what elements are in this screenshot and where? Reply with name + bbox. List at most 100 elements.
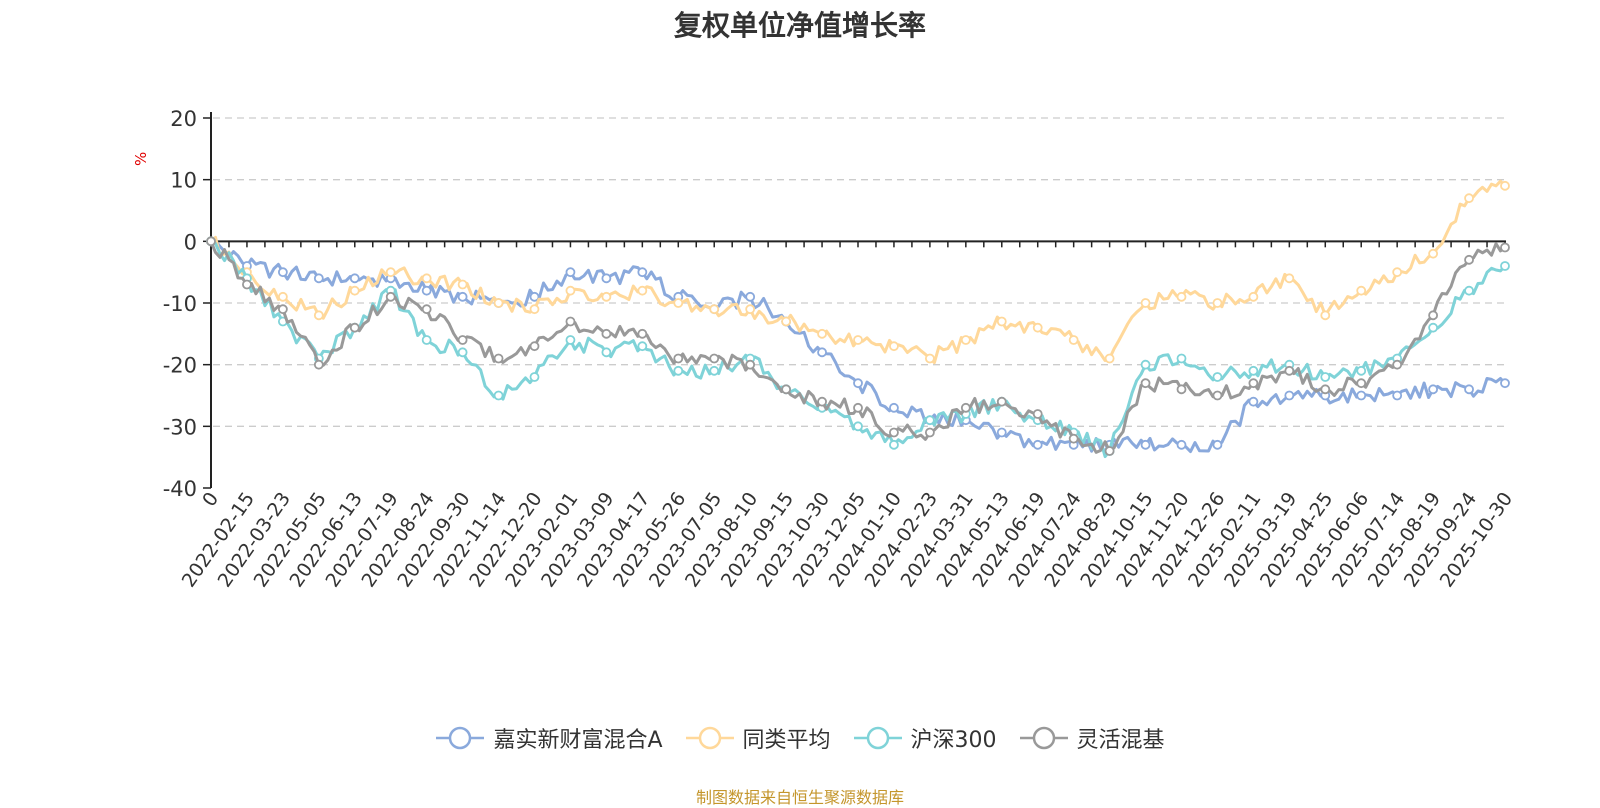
data-point [1212, 372, 1223, 382]
data-point [1428, 322, 1439, 333]
data-point [745, 304, 756, 315]
data-point [1284, 365, 1295, 376]
data-point [1068, 335, 1079, 345]
data-point [1212, 390, 1223, 401]
data-point [1176, 353, 1187, 364]
data-point [1500, 261, 1510, 271]
data-point [529, 341, 540, 352]
data-point [1284, 390, 1295, 401]
data-point [960, 335, 971, 345]
data-point [1140, 439, 1151, 450]
data-point [242, 279, 252, 290]
data-point [709, 304, 720, 315]
data-point [637, 285, 648, 296]
data-point [313, 273, 324, 284]
data-point [349, 285, 360, 296]
data-point [1176, 291, 1187, 302]
legend-item[interactable]: 同类平均 [685, 722, 831, 754]
data-point [1104, 353, 1115, 364]
data-point [1320, 310, 1331, 321]
y-tick-label: 20 [170, 107, 197, 131]
data-point [1176, 384, 1187, 395]
data-point [745, 359, 756, 370]
data-point [1320, 372, 1331, 382]
data-point [277, 291, 288, 302]
legend-label: 同类平均 [742, 728, 831, 753]
data-point [1356, 378, 1367, 389]
data-point [781, 316, 792, 327]
data-point [385, 291, 396, 302]
data-point [1500, 378, 1510, 389]
data-point [457, 335, 468, 345]
legend-marker-icon [853, 726, 902, 750]
data-point [817, 328, 827, 339]
legend-item[interactable]: 嘉实新财富混合A [435, 722, 663, 754]
data-point [889, 439, 899, 450]
legend-marker-icon [1019, 726, 1068, 750]
data-point [889, 402, 899, 413]
data-point [1032, 439, 1043, 450]
data-point [1248, 291, 1259, 302]
data-point [601, 291, 612, 302]
data-point [1356, 285, 1367, 296]
data-point [565, 267, 576, 278]
data-point [1392, 267, 1403, 278]
legend: 嘉实新财富混合A 同类平均 沪深300 灵活混基 [0, 722, 1600, 754]
x-tick-label: 0 [198, 488, 223, 511]
data-point [889, 341, 899, 352]
data-point [565, 335, 576, 345]
data-point [601, 347, 612, 358]
data-point [421, 304, 432, 315]
data-point [529, 304, 540, 315]
data-point [709, 365, 720, 376]
y-tick-label: -20 [163, 354, 197, 378]
data-point [996, 396, 1007, 407]
data-point [1248, 396, 1259, 407]
data-point [421, 285, 432, 296]
data-point [637, 341, 648, 352]
data-point [1356, 390, 1367, 401]
y-tick-label: -40 [163, 477, 197, 501]
data-point [1248, 365, 1259, 376]
data-point [1284, 273, 1295, 284]
data-point [1320, 384, 1331, 395]
source-note: 制图数据来自恒生聚源数据库 [695, 788, 904, 807]
data-point [996, 316, 1007, 327]
data-point [565, 285, 576, 296]
data-point [601, 273, 612, 284]
y-tick-label: -10 [163, 292, 197, 316]
data-point [565, 316, 576, 327]
legend-item[interactable]: 灵活混基 [1019, 722, 1165, 754]
data-point [1068, 433, 1079, 444]
data-point [637, 328, 648, 339]
data-point [313, 310, 324, 321]
data-point [1464, 384, 1474, 395]
data-point [745, 291, 756, 302]
data-point [385, 267, 396, 278]
data-point [889, 427, 899, 438]
data-point [1032, 409, 1043, 419]
data-point [673, 353, 684, 364]
legend-item[interactable]: 沪深300 [853, 722, 997, 754]
data-point [206, 236, 216, 247]
chart-title: 复权单位净值增长率 [673, 9, 926, 42]
data-point [1464, 254, 1474, 265]
data-point [313, 359, 324, 370]
data-point [924, 353, 935, 364]
legend-label: 嘉实新财富混合A [493, 728, 663, 753]
data-point [1356, 365, 1367, 376]
data-point [1212, 439, 1223, 450]
data-point [421, 335, 432, 345]
data-point [709, 353, 720, 364]
legend-marker-icon [436, 726, 485, 750]
data-point [960, 402, 971, 413]
data-point [529, 291, 540, 302]
data-point [817, 396, 827, 407]
data-point [457, 347, 468, 358]
data-point [349, 273, 360, 284]
data-point [1500, 242, 1510, 253]
data-point [1032, 322, 1043, 333]
data-point [601, 328, 612, 339]
data-point [529, 372, 540, 382]
